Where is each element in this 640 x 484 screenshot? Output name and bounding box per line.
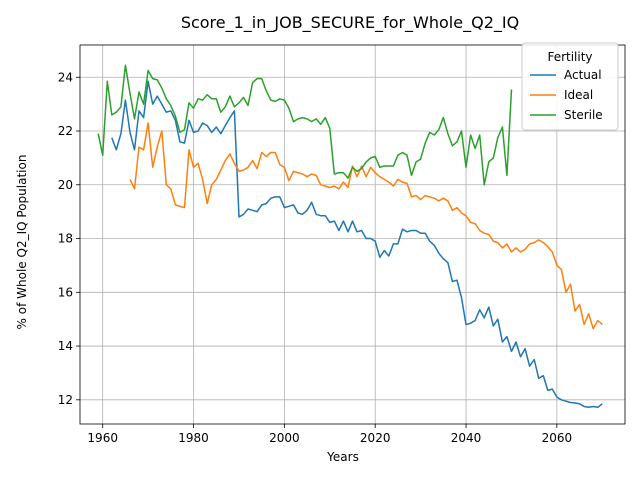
y-tick-label: 12 (58, 393, 73, 407)
series-line-actual (111, 80, 603, 409)
series-line-sterile (97, 64, 513, 186)
legend-label-ideal: Ideal (564, 88, 593, 102)
chart-title: Score_1_in_JOB_SECURE_for_Whole_Q2_IQ (181, 13, 519, 33)
plot-frame (79, 44, 626, 425)
y-tick-label: 24 (58, 70, 73, 84)
axis-ticks: 1960 1980 2000 2020 2040 2060 12 14 16 18 20 22 24 (58, 70, 572, 445)
y-tick-label: 18 (58, 232, 73, 246)
legend-label-sterile: Sterile (564, 108, 603, 122)
series-line-ideal (129, 122, 603, 330)
legend-title: Fertility (547, 50, 592, 64)
x-tick-label: 2000 (269, 431, 300, 445)
legend-box (521, 42, 619, 131)
x-axis-label: Years (326, 450, 359, 464)
legend-label-actual: Actual (564, 68, 602, 82)
y-tick-label: 14 (58, 339, 73, 353)
y-axis-label: % of Whole Q2_IQ Population (15, 155, 29, 330)
legend: Fertility Actual Ideal Sterile (521, 42, 619, 131)
y-tick-label: 22 (58, 124, 73, 138)
x-tick-label: 2060 (542, 431, 573, 445)
legend-entries: Actual Ideal Sterile (530, 68, 603, 122)
x-tick-label: 2020 (360, 431, 391, 445)
y-tick-label: 20 (58, 178, 73, 192)
plot-lines (97, 64, 603, 409)
x-tick-label: 2040 (451, 431, 482, 445)
y-tick-label: 16 (58, 285, 73, 299)
x-tick-label: 1960 (87, 431, 118, 445)
grid (80, 45, 625, 424)
x-tick-label: 1980 (178, 431, 209, 445)
